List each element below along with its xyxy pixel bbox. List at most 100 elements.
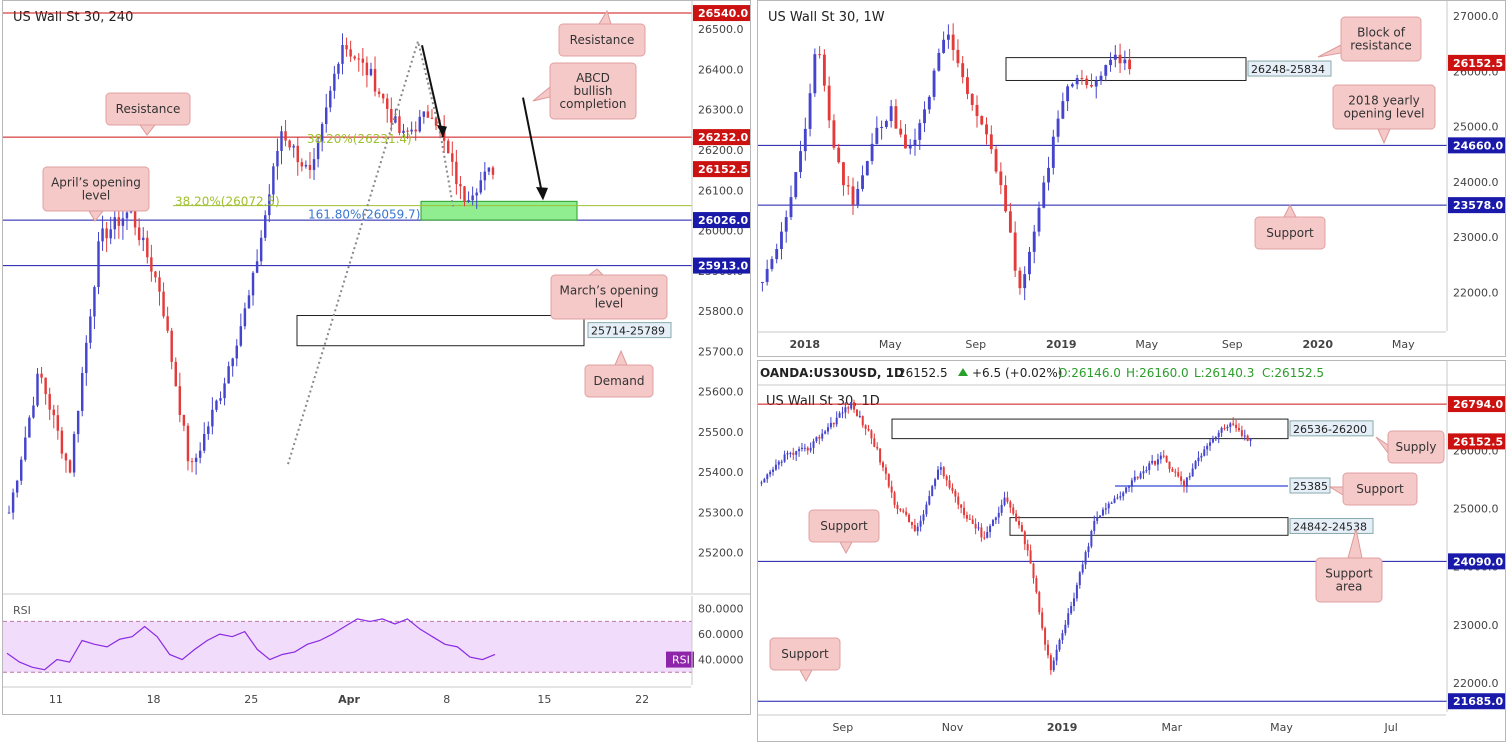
candle-body [329, 90, 332, 108]
candle-body [1032, 563, 1035, 579]
candle-body [808, 93, 812, 129]
candle-body [884, 467, 887, 474]
callout: Support [769, 637, 841, 683]
candle-body [227, 366, 230, 384]
candle-body [786, 453, 789, 455]
candle-body [394, 116, 397, 123]
zone-label: 25714-25789 [591, 325, 665, 338]
candle-body [158, 277, 161, 292]
candle-body [847, 407, 850, 409]
candle-body [365, 62, 369, 76]
weekly-chart-panel[interactable]: US Wall St 30, 1W 26248-25834 Block of resi… [757, 0, 1506, 357]
candle-body [1249, 438, 1252, 441]
zone-label-box [1289, 517, 1374, 534]
candle-body [951, 487, 954, 491]
candle-body [1206, 445, 1209, 450]
price-badge-label: 21685.0 [1453, 695, 1503, 708]
candle-body [968, 518, 971, 520]
ohlc-low: L:26140.3 [1194, 366, 1254, 380]
last-price: 26152.5 [898, 366, 948, 380]
price-change: +6.5 (+0.02%) [972, 366, 1063, 380]
h4-chart[interactable]: US Wall St 30, 240 25714-25789 38.20%(2623… [3, 1, 751, 715]
candle-body [304, 164, 308, 167]
candle-body [89, 316, 92, 343]
candle-body [1104, 65, 1108, 76]
candle-body [48, 394, 51, 410]
candle-body [333, 73, 336, 91]
callout-label: April’s opening [51, 176, 141, 190]
candle-body [875, 127, 879, 144]
candle-body [865, 161, 869, 176]
candle-body [1151, 460, 1154, 464]
candle-body [853, 402, 856, 410]
candle-body [1055, 649, 1058, 661]
ohlc-open: O:26146.0 [1058, 366, 1121, 380]
candle-body [994, 149, 998, 172]
candle-body [1159, 455, 1162, 460]
candle-body [794, 172, 798, 198]
candle-body [276, 150, 279, 167]
candle-body [1066, 86, 1070, 102]
candle-body [1094, 80, 1098, 87]
h4-chart-panel[interactable]: US Wall St 30, 240 25714-25789 38.20%(2623… [2, 0, 751, 715]
candle-body [985, 124, 988, 135]
candle-body [235, 345, 238, 359]
candle-body [1075, 78, 1079, 85]
rsi-title: RSI [13, 604, 31, 617]
candle-body [1122, 492, 1125, 497]
candle-body [1232, 423, 1235, 425]
callout-label: Resistance [116, 102, 181, 116]
candle-body [1177, 472, 1180, 477]
candle-body [1020, 525, 1023, 532]
candle-body [923, 109, 926, 124]
candle-body [1003, 497, 1006, 505]
candle-body [827, 427, 830, 432]
candle-body [1229, 423, 1232, 427]
zone-label: 25385 [1293, 480, 1328, 493]
callout-label: level [595, 297, 624, 311]
arrow-head [536, 187, 548, 201]
candle-body [349, 49, 352, 57]
candle-body [999, 171, 1003, 186]
candle-body [1223, 427, 1226, 429]
candle-body [939, 467, 942, 470]
price-badge [693, 161, 750, 178]
candle-body [1018, 520, 1021, 526]
candle-body [475, 192, 478, 196]
rsi-tick-label: 60.0000 [698, 628, 744, 641]
callout-label: Block of [1357, 26, 1406, 40]
rsi-badge-label: RSI [672, 654, 690, 667]
candle-body [182, 414, 186, 426]
candle-body [1110, 502, 1113, 504]
callout-box [1340, 16, 1422, 62]
candle-body [894, 106, 898, 129]
price-badge-label: 26152.5 [1453, 435, 1503, 448]
candle-body [105, 228, 108, 239]
candle-body [259, 237, 263, 262]
candle-body [97, 241, 100, 288]
candle-body [198, 450, 202, 458]
candle-body [822, 54, 826, 86]
candle-body [178, 386, 182, 415]
time-tick-label: May [1135, 338, 1158, 351]
candle-body [908, 514, 911, 523]
candle-body [264, 215, 267, 238]
candle-body [799, 151, 802, 173]
candle-body [977, 527, 980, 529]
candle-body [1116, 497, 1119, 499]
candle-body [292, 145, 295, 148]
candle-body [11, 492, 15, 513]
candle-body [1109, 59, 1112, 66]
daily-chart-panel[interactable]: OANDA:US30USD, 1D 26152.5 +6.5 (+0.02%) O:2… [757, 360, 1506, 742]
candle-body [1035, 578, 1038, 593]
time-tick-label: 8 [443, 693, 450, 706]
candle-body [1052, 660, 1055, 671]
symbol-label: OANDA:US30USD, 1D [760, 366, 904, 380]
candle-body [842, 162, 845, 186]
candle-body [772, 469, 775, 472]
callout-tail [587, 268, 605, 276]
chart-title: US Wall St 30, 1W [768, 10, 885, 25]
fib-label: 38.20%(26072.5) [175, 194, 280, 208]
